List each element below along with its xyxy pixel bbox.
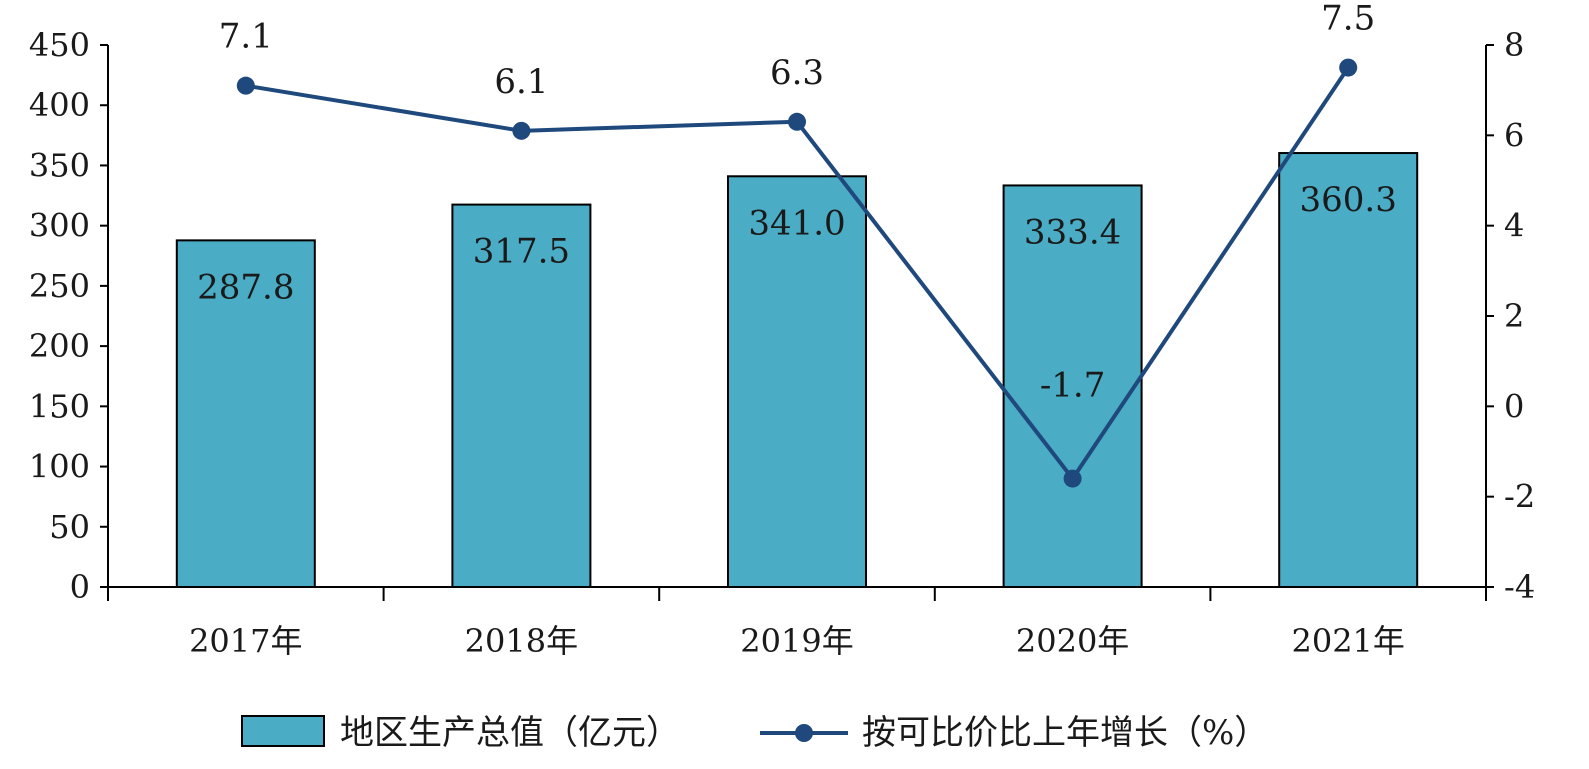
y-left-tick-label: 450 <box>29 26 90 64</box>
y-left-tick-label: 150 <box>29 387 90 425</box>
y-left-tick-label: 350 <box>29 146 90 184</box>
y-left-tick-label: 400 <box>29 86 90 124</box>
y-right-tick-label: 6 <box>1504 116 1524 154</box>
bar <box>1278 152 1419 588</box>
y-left-tick-label: 300 <box>29 207 90 245</box>
line-value-label: 7.1 <box>219 17 273 57</box>
bar-value-label: 333.4 <box>1024 212 1121 252</box>
line-point <box>236 76 255 95</box>
y-right-tick-label: 2 <box>1504 297 1524 335</box>
y-left-tick-label: 50 <box>49 508 90 546</box>
x-tick-label: 2019年 <box>740 622 853 660</box>
legend: 地区生产总值（亿元） 按可比价比上年增长（%） <box>241 713 1268 753</box>
line-value-label: 6.1 <box>494 62 548 102</box>
x-tick-label: 2021年 <box>1291 622 1404 660</box>
bar-value-label: 287.8 <box>197 267 294 307</box>
y-right-tick-label: 8 <box>1504 26 1524 64</box>
legend-line-label: 按可比价比上年增长（%） <box>862 713 1268 753</box>
x-tick-label: 2020年 <box>1016 622 1129 660</box>
y-left-tick-label: 100 <box>29 448 90 486</box>
bar <box>451 203 592 588</box>
y-left-tick-label: 250 <box>29 267 90 305</box>
y-right-tick-label: 0 <box>1504 387 1524 425</box>
y-left-tick-label: 200 <box>29 327 90 365</box>
bar <box>1002 184 1143 588</box>
bar-series <box>175 152 1419 588</box>
x-tick-label: 2017年 <box>189 622 302 660</box>
y-right-tick-label: 4 <box>1504 207 1524 245</box>
line-point <box>1063 469 1082 488</box>
line-value-label: 6.3 <box>770 53 824 93</box>
legend-line-marker <box>795 724 813 742</box>
line-point <box>512 121 531 140</box>
legend-bar-swatch <box>241 715 325 747</box>
data-labels: 287.8 317.5 341.0 333.4 360.3 7.1 6.1 6.3 -1.7 7.… <box>197 0 1397 406</box>
line-series <box>236 58 1358 488</box>
bar <box>727 175 867 588</box>
bar-value-label: 360.3 <box>1300 180 1397 220</box>
legend-bar-label: 地区生产总值（亿元） <box>340 713 680 753</box>
axes: 0 50 100 150 200 250 300 350 400 450 -4 -2 0 2 4 6 8 2017… <box>29 26 1535 660</box>
x-tick-label: 2018年 <box>465 622 578 660</box>
line-value-label: -1.7 <box>1040 366 1106 406</box>
y-right-tick-label: -4 <box>1504 568 1535 606</box>
bar-value-label: 317.5 <box>473 232 570 272</box>
line-point <box>1339 58 1358 77</box>
line-value-label: 7.5 <box>1321 0 1375 39</box>
y-left-tick-label: 0 <box>70 568 90 606</box>
line-point <box>788 112 806 131</box>
bar <box>175 239 316 588</box>
bar-value-label: 341.0 <box>748 203 845 243</box>
y-right-tick-label: -2 <box>1504 478 1535 516</box>
